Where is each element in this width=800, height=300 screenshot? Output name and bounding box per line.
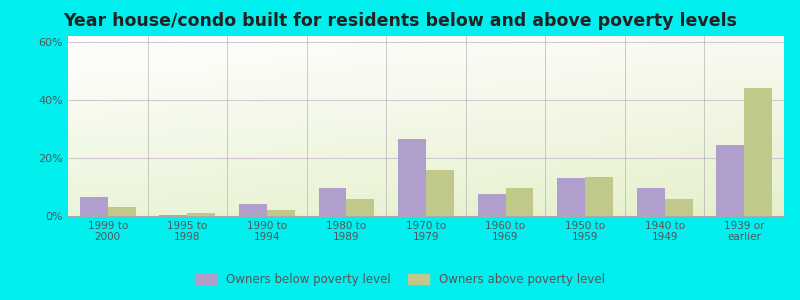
Bar xyxy=(398,139,426,216)
Text: Year house/condo built for residents below and above poverty levels: Year house/condo built for residents bel… xyxy=(63,12,737,30)
Bar xyxy=(426,169,454,216)
Bar xyxy=(585,177,613,216)
Bar xyxy=(558,178,585,216)
Bar xyxy=(665,199,693,216)
Bar xyxy=(80,197,108,216)
Bar xyxy=(318,188,346,216)
Bar xyxy=(239,204,267,216)
Bar xyxy=(267,210,294,216)
Bar xyxy=(478,194,506,216)
Bar xyxy=(744,88,772,216)
Bar xyxy=(716,145,744,216)
Bar xyxy=(346,199,374,216)
Legend: Owners below poverty level, Owners above poverty level: Owners below poverty level, Owners above… xyxy=(190,269,610,291)
Bar xyxy=(187,213,215,216)
Bar xyxy=(159,214,187,216)
Bar xyxy=(506,188,534,216)
Bar xyxy=(637,188,665,216)
Bar xyxy=(108,207,136,216)
